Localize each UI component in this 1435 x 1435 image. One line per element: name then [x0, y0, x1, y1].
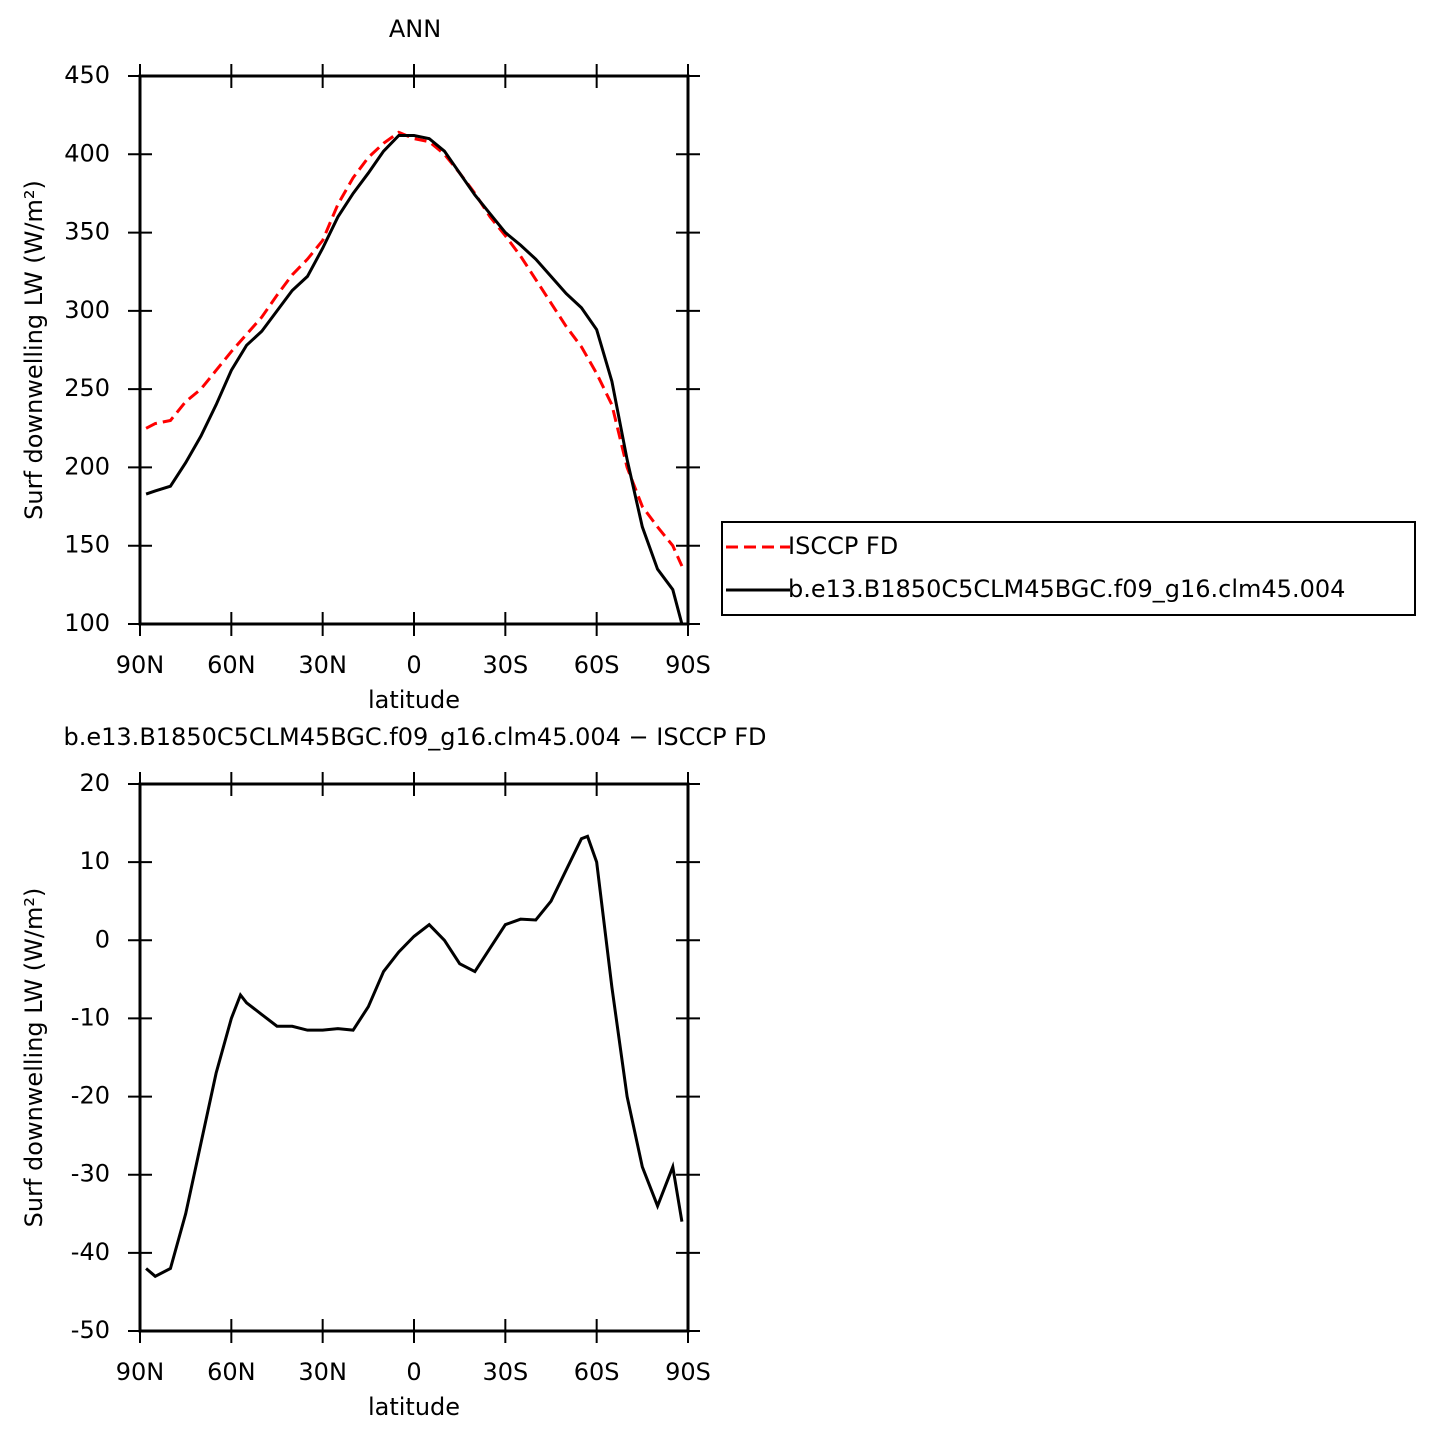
- x-tick-label: 60N: [207, 651, 256, 679]
- y-tick-label: 20: [79, 769, 110, 797]
- y-tick-label: -10: [71, 1003, 110, 1031]
- y-axis-label: Surf downwelling LW (W/m²): [20, 888, 48, 1228]
- y-tick-label: 350: [64, 218, 110, 246]
- legend-box: [721, 521, 1416, 616]
- x-tick-label: 90N: [116, 1358, 165, 1386]
- y-tick-label: 10: [79, 847, 110, 875]
- y-tick-label: 0: [95, 925, 110, 953]
- y-tick-label: 300: [64, 296, 110, 324]
- y-tick-label: -30: [71, 1160, 110, 1188]
- y-tick-label: 150: [64, 531, 110, 559]
- legend-label: ISCCP FD: [788, 532, 898, 560]
- x-tick-label: 30S: [482, 1358, 528, 1386]
- chart-title: b.e13.B1850C5CLM45BGC.f09_g16.clm45.004 …: [64, 723, 767, 751]
- plot-frame: [138, 782, 690, 1333]
- y-axis-label: Surf downwelling LW (W/m²): [20, 180, 48, 520]
- x-tick-label: 0: [406, 1358, 421, 1386]
- x-tick-label: 30N: [298, 1358, 347, 1386]
- y-tick-label: 450: [64, 61, 110, 89]
- y-tick-label: 250: [64, 374, 110, 402]
- x-tick-label: 90S: [665, 651, 711, 679]
- y-tick-label: -50: [71, 1316, 110, 1344]
- chart-title: ANN: [389, 15, 441, 43]
- x-tick-label: 90N: [116, 651, 165, 679]
- x-tick-label: 60S: [574, 651, 620, 679]
- y-tick-label: 200: [64, 452, 110, 480]
- legend-label: b.e13.B1850C5CLM45BGC.f09_g16.clm45.004: [788, 575, 1345, 603]
- x-tick-label: 60N: [207, 1358, 256, 1386]
- x-tick-label: 30S: [482, 651, 528, 679]
- x-axis-label: latitude: [368, 686, 460, 714]
- y-tick-label: -20: [71, 1082, 110, 1110]
- x-tick-label: 90S: [665, 1358, 711, 1386]
- x-tick-label: 0: [406, 651, 421, 679]
- y-tick-label: -40: [71, 1238, 110, 1266]
- x-tick-label: 30N: [298, 651, 347, 679]
- data-line: [145, 130, 684, 567]
- x-axis-label: latitude: [368, 1393, 460, 1421]
- plot-frame: [138, 74, 690, 626]
- y-tick-label: 100: [64, 609, 110, 637]
- data-line: [145, 133, 684, 625]
- data-line: [145, 834, 684, 1279]
- y-tick-label: 400: [64, 139, 110, 167]
- x-tick-label: 60S: [574, 1358, 620, 1386]
